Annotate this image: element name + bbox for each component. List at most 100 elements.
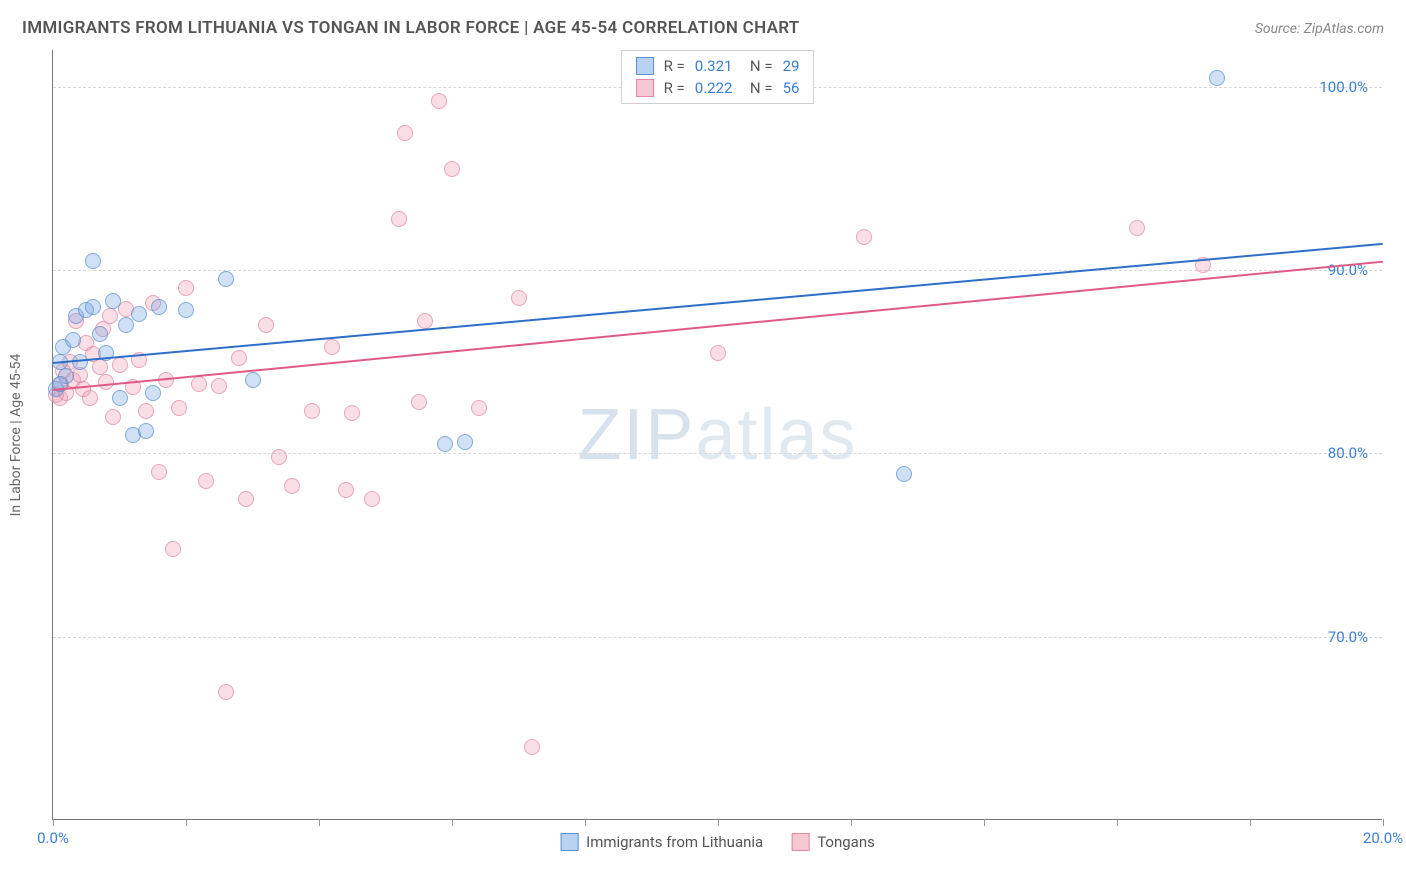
swatch-blue-icon [560, 833, 578, 851]
xtick-label: 20.0% [1363, 829, 1403, 847]
r-value-pink: 0.222 [695, 79, 733, 97]
scatter-point-blue [437, 436, 453, 452]
scatter-point-blue [457, 434, 473, 450]
scatter-point-pink [1129, 220, 1145, 236]
xtick [53, 819, 54, 826]
scatter-point-blue [1209, 70, 1225, 86]
scatter-point-pink [471, 400, 487, 416]
scatter-point-pink [231, 350, 247, 366]
scatter-point-pink [211, 378, 227, 394]
scatter-point-pink [238, 491, 254, 507]
swatch-blue-icon [636, 57, 654, 75]
scatter-point-blue [58, 368, 74, 384]
scatter-point-pink [324, 339, 340, 355]
plot-area: ZIPatlas R = 0.321 N = 29 R = 0.222 N = … [52, 50, 1382, 820]
gridline [53, 270, 1382, 271]
scatter-point-blue [145, 385, 161, 401]
scatter-point-blue [85, 253, 101, 269]
n-label: N = [742, 79, 772, 97]
legend-item-blue: Immigrants from Lithuania [560, 833, 763, 851]
n-value-blue: 29 [783, 57, 800, 75]
scatter-point-pink [171, 400, 187, 416]
xtick [186, 819, 187, 826]
scatter-point-blue [131, 306, 147, 322]
xtick [1117, 819, 1118, 826]
scatter-point-pink [258, 317, 274, 333]
scatter-point-pink [105, 409, 121, 425]
swatch-pink-icon [636, 79, 654, 97]
y-axis-label: In Labor Force | Age 45-54 [8, 354, 24, 517]
xtick [319, 819, 320, 826]
legend-row-pink: R = 0.222 N = 56 [636, 77, 800, 99]
scatter-point-pink [165, 541, 181, 557]
legend-label-blue: Immigrants from Lithuania [586, 833, 763, 851]
scatter-point-blue [178, 302, 194, 318]
n-value-pink: 56 [783, 79, 800, 97]
xtick [984, 819, 985, 826]
swatch-pink-icon [791, 833, 809, 851]
legend-series: Immigrants from Lithuania Tongans [560, 833, 875, 851]
scatter-point-pink [191, 376, 207, 392]
scatter-point-pink [431, 93, 447, 109]
r-value-blue: 0.321 [695, 57, 733, 75]
scatter-point-blue [65, 332, 81, 348]
scatter-point-blue [112, 390, 128, 406]
legend-row-blue: R = 0.321 N = 29 [636, 55, 800, 77]
r-label: R = [664, 57, 685, 75]
scatter-point-blue [92, 326, 108, 342]
scatter-point-blue [138, 423, 154, 439]
xtick [1250, 819, 1251, 826]
scatter-point-pink [444, 161, 460, 177]
xtick [452, 819, 453, 826]
r-label: R = [664, 79, 685, 97]
scatter-point-pink [524, 739, 540, 755]
ytick-label: 100.0% [1319, 78, 1368, 96]
scatter-point-pink [198, 473, 214, 489]
scatter-point-blue [105, 293, 121, 309]
scatter-point-pink [304, 403, 320, 419]
scatter-point-blue [896, 466, 912, 482]
scatter-point-pink [344, 405, 360, 421]
ytick-label: 80.0% [1328, 444, 1368, 462]
trend-line-pink [53, 261, 1383, 391]
scatter-point-pink [102, 308, 118, 324]
scatter-point-pink [364, 491, 380, 507]
scatter-point-pink [411, 394, 427, 410]
scatter-point-pink [338, 482, 354, 498]
scatter-point-pink [151, 464, 167, 480]
xtick-label: 0.0% [37, 829, 69, 847]
xtick [585, 819, 586, 826]
scatter-point-pink [112, 357, 128, 373]
watermark-thin: atlas [695, 395, 857, 475]
source-label: Source: ZipAtlas.com [1255, 21, 1384, 37]
scatter-point-pink [284, 478, 300, 494]
gridline [53, 453, 1382, 454]
scatter-point-pink [92, 359, 108, 375]
legend-item-pink: Tongans [791, 833, 875, 851]
legend-label-pink: Tongans [817, 833, 875, 851]
xtick [1383, 819, 1384, 826]
scatter-point-pink [397, 125, 413, 141]
scatter-point-pink [218, 684, 234, 700]
watermark: ZIPatlas [577, 394, 857, 476]
watermark-bold: ZIP [577, 395, 695, 475]
scatter-point-pink [138, 403, 154, 419]
scatter-point-blue [118, 317, 134, 333]
legend-correlation: R = 0.321 N = 29 R = 0.222 N = 56 [621, 50, 815, 104]
xtick [851, 819, 852, 826]
scatter-point-pink [82, 390, 98, 406]
n-label: N = [742, 57, 772, 75]
scatter-point-pink [710, 345, 726, 361]
scatter-point-pink [511, 290, 527, 306]
scatter-point-pink [856, 229, 872, 245]
scatter-point-pink [98, 374, 114, 390]
gridline [53, 637, 1382, 638]
scatter-point-pink [391, 211, 407, 227]
scatter-point-blue [218, 271, 234, 287]
chart-container: IMMIGRANTS FROM LITHUANIA VS TONGAN IN L… [0, 0, 1406, 892]
title-bar: IMMIGRANTS FROM LITHUANIA VS TONGAN IN L… [22, 18, 1384, 38]
scatter-point-pink [271, 449, 287, 465]
xtick [718, 819, 719, 826]
scatter-point-blue [245, 372, 261, 388]
scatter-point-blue [151, 299, 167, 315]
